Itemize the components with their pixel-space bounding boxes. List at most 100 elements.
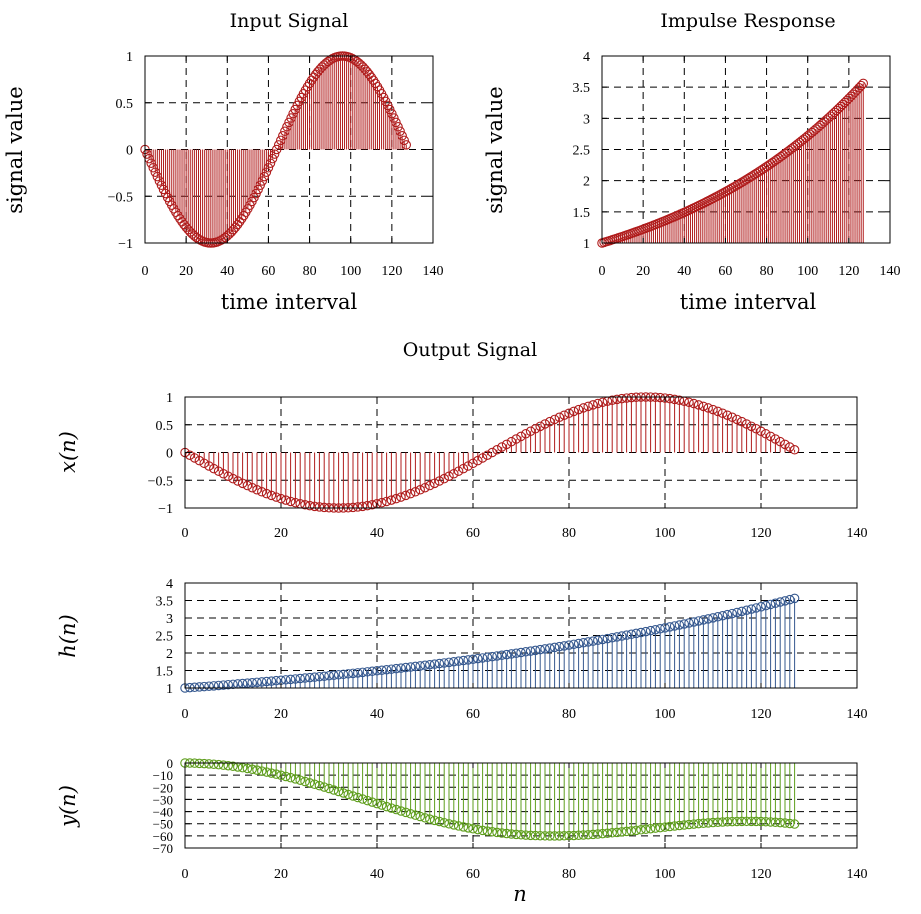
stem-markers [140, 51, 412, 248]
data-point [564, 640, 574, 650]
panel-x_n: 0 20 40 60 80 100 120 140 −1 −0.5 0 0.5 1 x(n) [56, 391, 868, 541]
data-point [410, 661, 421, 672]
data-point [785, 594, 795, 605]
data-point [444, 471, 454, 481]
data-point [259, 171, 270, 182]
data-point [732, 414, 742, 425]
y-tick-label: −1 [118, 237, 133, 252]
data-point [641, 824, 651, 835]
data-point [252, 677, 262, 688]
data-point [756, 816, 766, 827]
data-point [506, 436, 517, 447]
data-point [569, 639, 579, 650]
data-point [693, 400, 704, 410]
data-point [535, 421, 545, 432]
data-point [314, 671, 325, 682]
y-tick-label: 2 [583, 175, 590, 190]
y-tick-label: 0 [167, 756, 174, 771]
y-tick-label: 0 [166, 447, 173, 462]
data-point [420, 482, 430, 493]
x-axis-label: time interval [221, 290, 358, 314]
x-tick-label: 0 [182, 707, 189, 722]
data-point [233, 476, 243, 486]
data-point [607, 828, 617, 838]
data-point [468, 458, 478, 469]
tick-marks [144, 55, 434, 244]
data-point [267, 153, 278, 164]
data-point [516, 431, 526, 442]
data-point [713, 612, 723, 622]
x-tick-label: 40 [220, 264, 234, 279]
x-tick-label: 60 [466, 867, 480, 882]
data-point [396, 663, 406, 673]
data-point [228, 761, 238, 772]
x-tick-label: 140 [847, 526, 868, 541]
data-point [295, 673, 305, 684]
data-point [468, 654, 478, 664]
data-point [497, 650, 507, 661]
x-tick-label: 120 [838, 264, 859, 279]
data-point [281, 771, 291, 782]
y-tick-label: 1.5 [573, 206, 591, 221]
data-point [185, 450, 195, 460]
data-point [257, 766, 267, 776]
data-point [314, 780, 325, 791]
data-point [367, 500, 377, 510]
x-tick-label: 40 [370, 707, 384, 722]
data-point [578, 403, 589, 413]
data-point [391, 804, 401, 815]
panel-h_n: 0 20 40 60 80 100 120 140 1 1.5 2 2.5 3 3.5 4 h(n) [56, 577, 868, 722]
data-point [389, 113, 399, 123]
data-point [463, 461, 473, 471]
x-tick-label: 100 [655, 707, 676, 722]
data-point [377, 800, 387, 810]
data-point [329, 785, 339, 795]
data-point [626, 629, 637, 640]
data-point [722, 609, 733, 620]
y-axis-label: h(n) [56, 614, 80, 657]
data-point [353, 502, 363, 512]
data-point [569, 406, 579, 417]
y-tick-label: 0 [126, 144, 133, 159]
data-point [492, 827, 502, 838]
data-point [255, 180, 265, 191]
data-point [439, 817, 449, 828]
data-point [765, 599, 776, 610]
data-point [545, 643, 555, 653]
data-point [511, 829, 521, 840]
data-point [324, 671, 334, 681]
data-point [271, 144, 282, 155]
data-point [487, 827, 497, 837]
data-point [588, 400, 598, 410]
data-point [540, 831, 550, 841]
data-point [545, 416, 555, 427]
data-point [597, 397, 608, 408]
x-tick-label: 100 [340, 264, 361, 279]
data-point [607, 395, 617, 405]
data-point [708, 817, 718, 828]
data-point [218, 760, 229, 770]
data-point [305, 672, 315, 683]
data-point [199, 681, 209, 692]
data-point [741, 605, 752, 615]
data-point [338, 788, 349, 798]
data-point [535, 830, 545, 841]
data-point [458, 655, 469, 666]
data-point [717, 408, 728, 419]
data-point [583, 401, 593, 412]
data-point [722, 817, 733, 827]
stem-lines [603, 83, 864, 243]
data-point [242, 678, 253, 688]
data-point [284, 117, 294, 128]
data-point [650, 823, 661, 833]
y-tick-label: 1 [166, 391, 173, 406]
data-point [689, 398, 699, 409]
data-point [785, 442, 795, 452]
data-point [530, 424, 541, 434]
data-point [204, 461, 214, 471]
data-point [463, 823, 473, 833]
data-point [612, 394, 622, 405]
data-point [391, 117, 401, 128]
x-tick-label: 100 [797, 264, 818, 279]
data-point [684, 618, 694, 628]
